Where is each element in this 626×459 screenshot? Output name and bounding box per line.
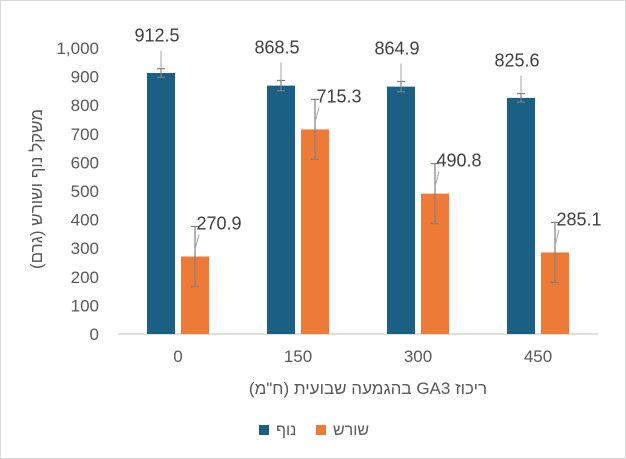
data-label-canopy-0: 912.5 xyxy=(134,26,179,46)
y-tick-label: 400 xyxy=(71,211,99,230)
leader-line xyxy=(434,171,440,187)
y-tick-label: 300 xyxy=(71,239,99,258)
bars xyxy=(147,73,569,335)
legend-label-root: שורש xyxy=(333,422,369,439)
y-tick-label: 100 xyxy=(71,296,99,315)
x-tick-labels: 0 150 300 450 xyxy=(173,347,552,366)
leader-line xyxy=(314,107,320,123)
y-tick-label: 800 xyxy=(71,96,99,115)
x-tick-label: 450 xyxy=(524,347,552,366)
x-tick-label: 0 xyxy=(173,347,182,366)
bar-canopy-150 xyxy=(267,85,295,334)
legend-swatch-root xyxy=(316,425,326,435)
y-tick-label: 600 xyxy=(71,153,99,172)
legend: נוף שורש xyxy=(259,422,369,439)
y-tick-label: 200 xyxy=(71,268,99,287)
leader-line xyxy=(554,230,560,246)
data-label-root-450: 285.1 xyxy=(556,209,601,229)
leader-line xyxy=(194,234,200,250)
legend-label-canopy: נוף xyxy=(276,422,296,439)
y-tick-labels: 0 100 200 300 400 500 600 700 800 900 1,000 xyxy=(56,39,99,344)
bar-canopy-300 xyxy=(387,86,415,334)
leader-lines xyxy=(160,50,560,250)
data-labels: 912.5 270.9 868.5 715.3 864.9 490.8 825.6 285.1 xyxy=(134,26,601,234)
bar-canopy-0 xyxy=(147,73,175,335)
x-axis-title: ריכוז GA3 בהגמעה שבועית (ח"מ) xyxy=(249,379,487,398)
data-label-canopy-150: 868.5 xyxy=(254,37,299,57)
y-tick-label: 500 xyxy=(71,182,99,201)
data-label-root-150: 715.3 xyxy=(316,86,361,106)
legend-swatch-canopy xyxy=(259,425,269,435)
data-label-canopy-300: 864.9 xyxy=(374,38,419,58)
y-tick-label: 700 xyxy=(71,125,99,144)
x-tick-label: 150 xyxy=(284,347,312,366)
data-label-root-300: 490.8 xyxy=(436,151,481,171)
data-label-canopy-450: 825.6 xyxy=(494,51,539,71)
bar-root-150 xyxy=(301,129,329,334)
y-tick-label: 900 xyxy=(71,68,99,87)
bar-canopy-450 xyxy=(507,97,535,334)
data-label-root-0: 270.9 xyxy=(196,213,241,233)
y-axis-title: משקל נוף ושורש (גרם) xyxy=(27,109,46,269)
x-tick-label: 300 xyxy=(404,347,432,366)
y-tick-label: 1,000 xyxy=(56,39,99,58)
error-bars xyxy=(157,68,559,288)
y-tick-label: 0 xyxy=(90,325,99,344)
